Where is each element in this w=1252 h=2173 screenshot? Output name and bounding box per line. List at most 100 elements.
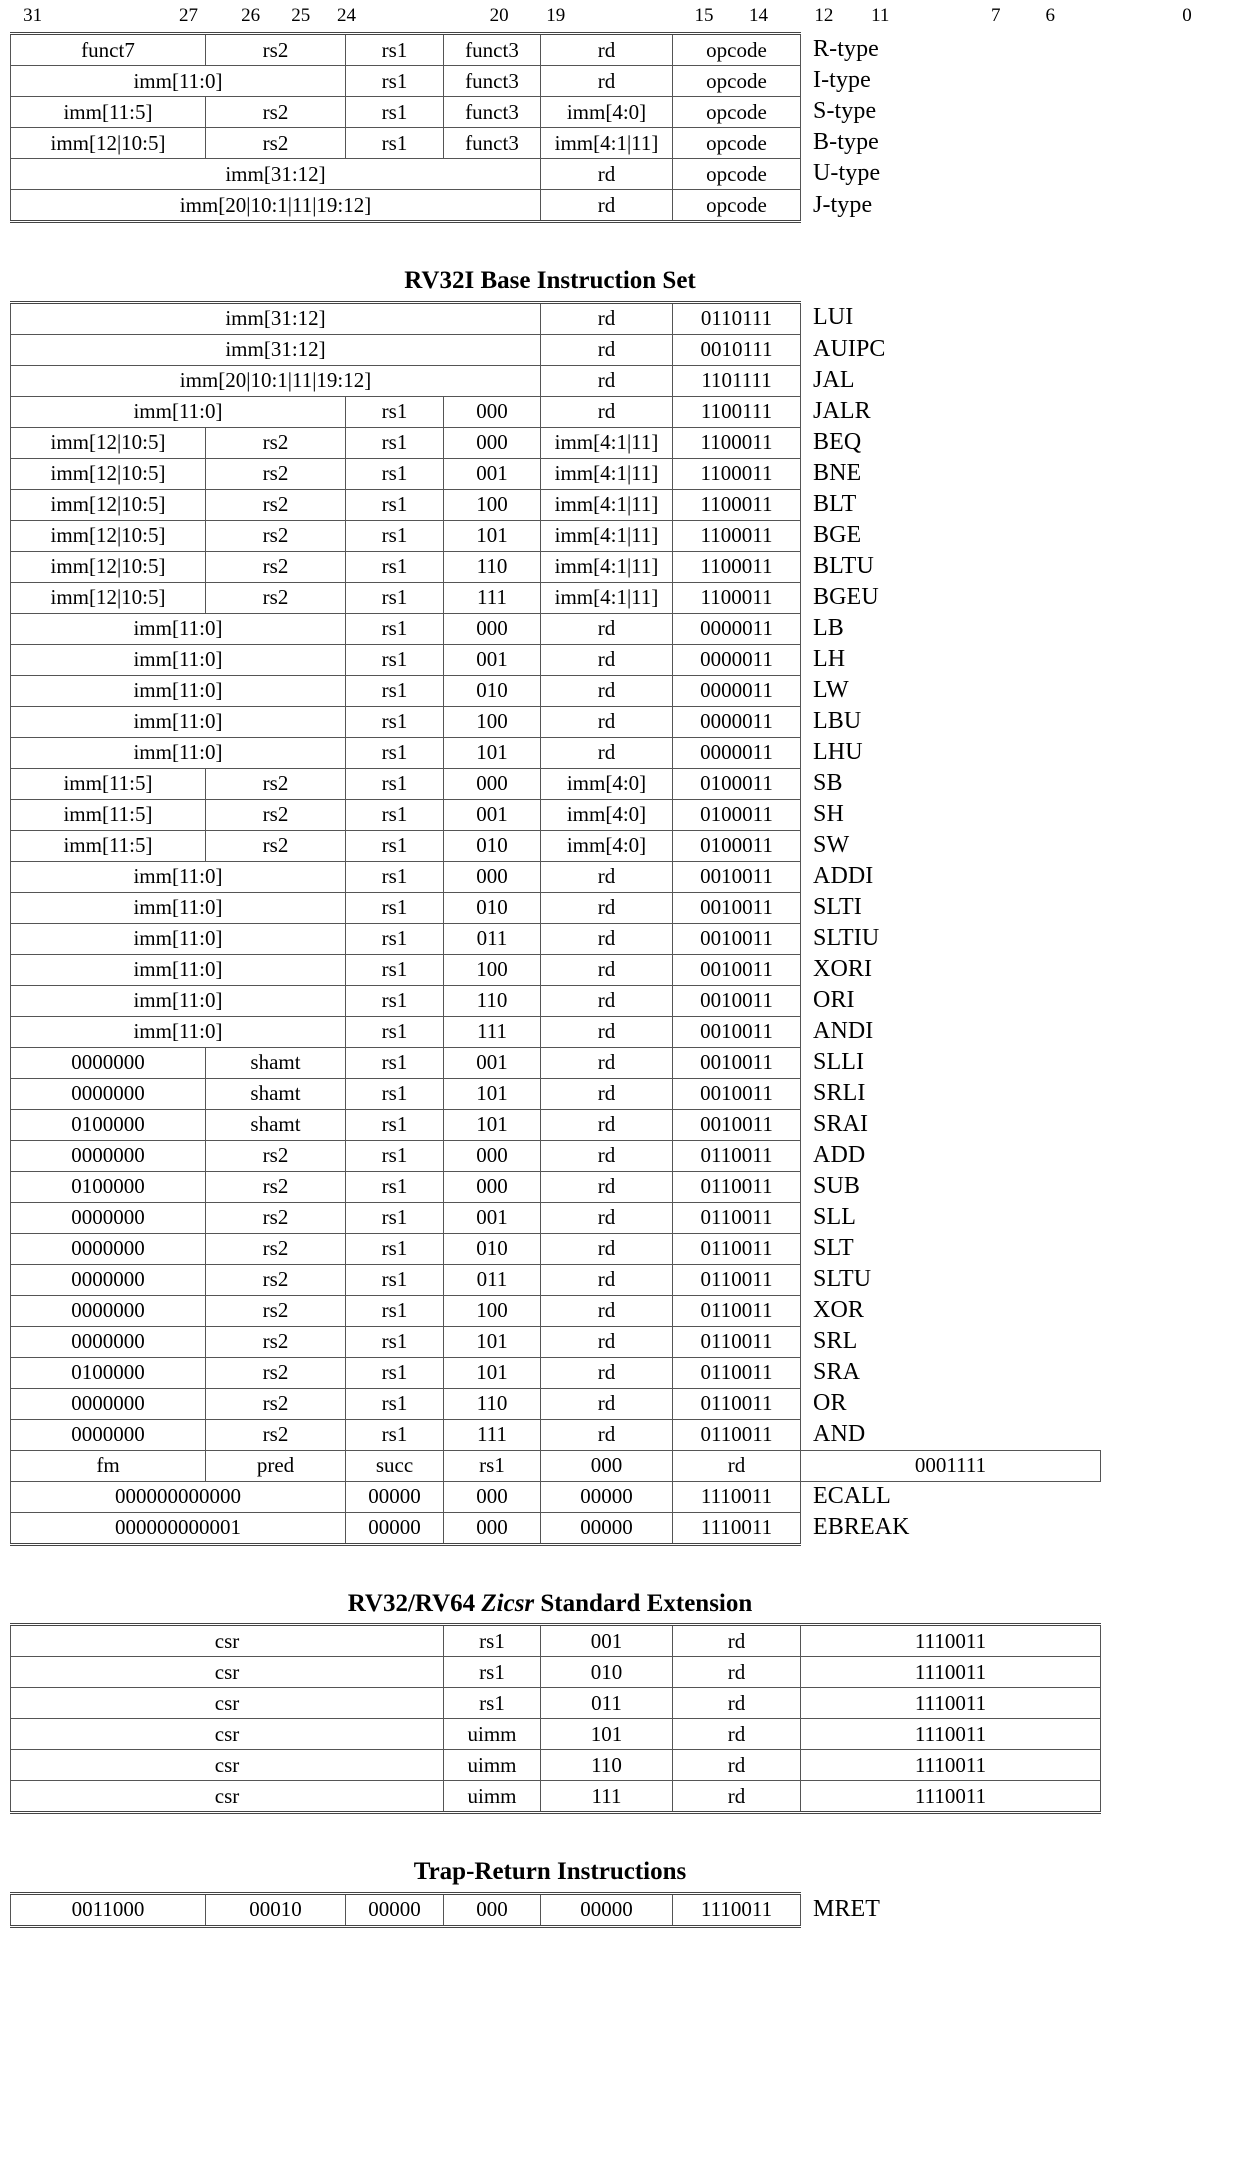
instruction-field: imm[4:1|11] (540, 488, 674, 521)
instruction-field: 000 (442, 1139, 542, 1172)
instruction-mnemonic: OR (813, 1389, 847, 1416)
instruction-field: 0010011 (672, 1015, 802, 1048)
table-row: imm[12|10:5] rs2 rs1 111 imm[4:1|11] 1100011 B… (10, 581, 1101, 614)
instruction-field: 101 (442, 1077, 542, 1110)
instruction-field: 101 (442, 519, 542, 552)
instruction-mnemonic: ECALL (813, 1483, 891, 1510)
instruction-field: imm[12|10:5] (10, 457, 206, 490)
instruction-field: 000 (442, 860, 542, 893)
instruction-field: rs1 (345, 1325, 444, 1358)
instruction-field: 0000000 (10, 1418, 206, 1451)
instruction-field: rd (540, 395, 674, 428)
instruction-mnemonic: J-type (813, 191, 873, 218)
instruction-mnemonic: SLLI (813, 1048, 865, 1075)
instruction-field: rd (540, 1108, 674, 1141)
instruction-field: csr (10, 1718, 444, 1750)
instruction-mnemonic: I-type (813, 67, 871, 94)
instruction-field: 0110011 (672, 1139, 802, 1172)
instruction-field: rs1 (345, 519, 444, 552)
instruction-field: 0000000 (10, 1294, 206, 1327)
instruction-field: rs1 (345, 798, 444, 831)
instruction-field: rs2 (205, 426, 346, 459)
instruction-field: imm[31:12] (9, 300, 542, 335)
instruction-field: rs2 (205, 127, 346, 159)
instruction-field: imm[11:5] (10, 767, 206, 800)
instruction-mnemonic: SRLI (813, 1079, 866, 1106)
instruction-field: imm[4:1|11] (540, 127, 673, 159)
instruction-mnemonic: SLT (813, 1234, 854, 1261)
instruction-field: rs1 (443, 1656, 541, 1688)
table-row: imm[12|10:5] rs2 rs1 100 imm[4:1|11] 1100011 B… (10, 488, 1101, 521)
instruction-field: rs1 (345, 395, 444, 428)
instruction-field: 0000000 (10, 1387, 206, 1420)
instruction-field: 0010011 (672, 1046, 802, 1079)
instruction-field: 111 (442, 1015, 542, 1048)
instruction-field: 011 (442, 922, 542, 955)
instruction-field: imm[11:0] (10, 643, 346, 676)
instruction-field: 0000011 (672, 612, 802, 645)
instruction-field: imm[4:1|11] (540, 519, 674, 552)
instruction-field: imm[4:0] (540, 767, 674, 800)
rv32i-table: imm[31:12] rd 0110111 LUI imm[31:12] rd 001011… (9, 300, 1102, 1546)
instruction-field: 001 (442, 1201, 542, 1234)
instruction-field: imm[11:5] (10, 96, 206, 128)
instruction-field: 010 (442, 674, 542, 707)
instruction-field: rs2 (205, 519, 346, 552)
instruction-field: 100 (442, 1294, 542, 1327)
instruction-field: funct3 (443, 127, 541, 159)
instruction-field: 00000 (345, 1480, 444, 1513)
instruction-field: rs1 (345, 1294, 444, 1327)
instruction-field: rd (672, 1449, 802, 1482)
table-row: csruimm110rd1110011CSRRSI (10, 1749, 1101, 1781)
instruction-field: 000000000001 (10, 1511, 346, 1546)
instruction-field: 110 (442, 1387, 542, 1420)
instruction-field: 000 (442, 1480, 542, 1513)
instruction-field: 000 (442, 1511, 542, 1546)
instruction-field: imm[12|10:5] (10, 426, 206, 459)
instruction-mnemonic: XOR (813, 1296, 864, 1323)
instruction-mnemonic: ANDI (813, 1017, 874, 1044)
instruction-field: rd (540, 189, 673, 223)
table-row: imm[31:12] rd opcode U-type (10, 158, 1101, 190)
table-row: funct7 rs2 rs1 funct3 rd opcode R-type (10, 32, 1101, 66)
table-row: imm[11:5] rs2 rs1 000 imm[4:0] 0100011 SB (10, 767, 1101, 800)
instruction-field: 000 (443, 1891, 541, 1928)
instruction-field: 0100011 (672, 798, 802, 831)
instruction-field: imm[11:0] (10, 984, 346, 1017)
bit-label-24: 24 (337, 5, 356, 26)
instruction-field: rs1 (345, 127, 444, 159)
instruction-mnemonic: SUB (813, 1172, 861, 1199)
instruction-field: rs1 (345, 581, 444, 614)
instruction-field: imm[11:5] (10, 798, 206, 831)
instruction-field: rs2 (205, 1232, 346, 1265)
instruction-field: rd (540, 32, 673, 66)
instruction-field: 1110011 (800, 1687, 1101, 1719)
instruction-field: succ (345, 1449, 444, 1482)
instruction-field: imm[31:12] (9, 333, 542, 366)
instruction-field: 1110011 (800, 1623, 1101, 1657)
instruction-field: opcode (672, 158, 801, 190)
bit-label-14: 14 (749, 5, 769, 26)
instruction-field: 1101111 (672, 364, 802, 397)
instruction-mnemonic: SRAI (813, 1110, 869, 1137)
instruction-field: rs1 (345, 65, 444, 97)
instruction-field: csr (10, 1656, 444, 1688)
instruction-field: rd (540, 158, 673, 190)
instruction-field: 1110011 (800, 1780, 1101, 1814)
instruction-mnemonic: BGEU (813, 583, 879, 610)
instruction-field: 111 (442, 1418, 542, 1451)
instruction-mnemonic: LBU (813, 707, 862, 734)
instruction-field: rd (540, 1170, 674, 1203)
instruction-field: csr (10, 1623, 444, 1657)
instruction-mnemonic: JAL (813, 366, 855, 393)
instruction-field: opcode (672, 32, 801, 66)
instruction-mnemonic: SW (813, 831, 850, 858)
instruction-field: imm[4:1|11] (540, 426, 674, 459)
instruction-field: 0110011 (672, 1418, 802, 1451)
instruction-field: 011 (442, 1263, 542, 1296)
trap-return-heading: Trap-Return Instructions (413, 1858, 687, 1885)
instruction-field: 1100011 (672, 519, 802, 552)
